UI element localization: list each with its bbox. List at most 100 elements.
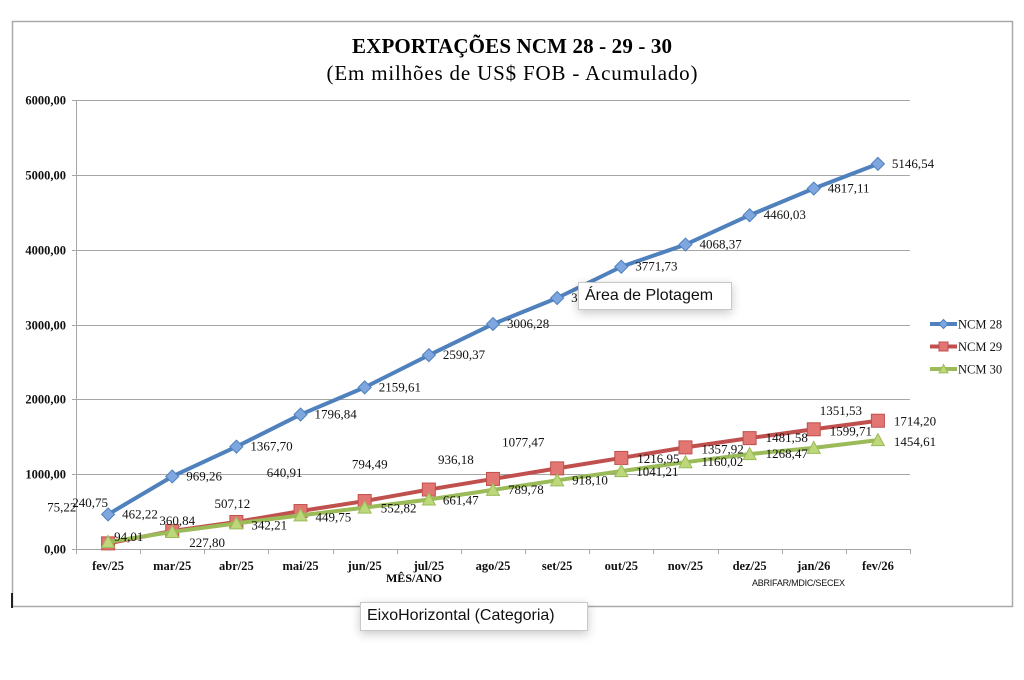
plot-series[interactable] [100, 156, 886, 551]
data-point-marker-ncm-28[interactable] [421, 347, 437, 363]
data-label-ncm-29: 640,91 [267, 465, 303, 480]
data-label-ncm-29: 240,75 [72, 495, 108, 510]
data-point-marker-ncm-30[interactable] [164, 524, 180, 538]
data-label-ncm-30: 552,82 [381, 501, 417, 516]
data-label-ncm-30: 1351,53 [820, 403, 862, 418]
x-tick-label: nov/25 [668, 559, 703, 573]
data-point-marker-ncm-28[interactable] [100, 507, 116, 522]
x-tick-label: mar/25 [153, 559, 191, 573]
data-point-marker-ncm-28[interactable] [165, 469, 180, 484]
x-tick-label: jul/25 [413, 559, 445, 573]
legend-label: NCM 28 [958, 318, 1002, 332]
data-label-ncm-30: 1160,02 [701, 454, 743, 469]
x-tick-label: abr/25 [219, 559, 254, 573]
y-tick-label: 0,00 [44, 543, 66, 557]
data-label-ncm-29: 75,22 [47, 499, 76, 514]
x-tick-label: mai/25 [282, 559, 318, 573]
data-label-ncm-29: 1714,20 [894, 414, 936, 429]
legend[interactable]: NCM 28 NCM 29 NCM 30 [930, 318, 1002, 377]
data-point-marker-ncm-30[interactable] [100, 534, 116, 548]
x-tick-label: set/25 [542, 559, 573, 573]
data-point-marker-ncm-30[interactable] [485, 482, 501, 496]
data-point-marker-ncm-28[interactable] [293, 407, 308, 422]
axes[interactable]: 0,00 1000,00 2000,00 3000,00 4000,00 5000,00 6… [25, 94, 911, 574]
data-point-marker-ncm-28[interactable] [870, 156, 886, 172]
x-tick-label: jun/25 [347, 559, 382, 573]
data-label-ncm-30: 1041,21 [636, 464, 678, 479]
data-label-ncm-28: 2159,61 [379, 379, 421, 394]
data-label-ncm-30: 227,80 [189, 535, 225, 550]
data-label-ncm-29: 1216,95 [637, 451, 679, 466]
legend-marker-icon[interactable] [938, 363, 949, 374]
data-point-marker-ncm-30[interactable] [742, 446, 757, 461]
data-point-marker-ncm-28[interactable] [614, 259, 629, 274]
x-tick-label: ago/25 [476, 559, 511, 573]
data-label-ncm-28: 4460,03 [764, 207, 806, 222]
y-tick-label: 4000,00 [25, 244, 66, 258]
data-label-ncm-28: 1367,70 [250, 439, 292, 454]
data-point-marker-ncm-30[interactable] [870, 432, 886, 447]
y-tick-label: 3000,00 [25, 319, 66, 333]
data-point-marker-ncm-30[interactable] [357, 500, 373, 514]
data-label-ncm-28: 3 [571, 290, 578, 305]
data-label-ncm-30: 918,10 [572, 472, 608, 487]
data-point-marker-ncm-30[interactable] [549, 472, 565, 487]
data-label-ncm-29: 1357,92 [701, 441, 743, 456]
data-label-ncm-30: 789,78 [508, 482, 544, 497]
legend-item-ncm-30[interactable]: NCM 30 [930, 363, 1002, 377]
data-point-marker-ncm-29[interactable] [742, 431, 757, 446]
data-point-marker-ncm-28[interactable] [806, 181, 821, 196]
data-label-ncm-29: 1481,58 [766, 430, 808, 445]
data-label-ncm-29: 360,84 [159, 513, 195, 528]
plot-area-tooltip: Área de Plotagem [578, 282, 732, 310]
data-label-ncm-30: 342,21 [251, 517, 287, 532]
x-tick-label: fev/26 [862, 559, 894, 573]
data-point-marker-ncm-28[interactable] [485, 316, 501, 332]
data-labels: 462,22 969,26 1367,70 1796,84 2159,61 2590,37… [47, 156, 936, 550]
y-tick-label: 2000,00 [25, 393, 66, 407]
data-label-ncm-29: 936,18 [438, 452, 474, 467]
data-point-marker-ncm-29[interactable] [614, 450, 629, 465]
data-label-ncm-29: 1599,71 [830, 423, 872, 438]
data-point-marker-ncm-29[interactable] [806, 422, 821, 437]
data-label-ncm-28: 5146,54 [892, 156, 935, 171]
y-tick-label: 6000,00 [25, 94, 66, 108]
data-label-ncm-28: 3771,73 [635, 259, 677, 274]
data-point-marker-ncm-30[interactable] [421, 491, 437, 506]
y-tick-label: 5000,00 [25, 169, 66, 183]
data-point-marker-ncm-28[interactable] [357, 380, 372, 395]
data-point-marker-ncm-28[interactable] [229, 439, 244, 454]
data-point-marker-ncm-29[interactable] [678, 440, 693, 455]
x-tick-label: out/25 [605, 559, 638, 573]
data-point-marker-ncm-28[interactable] [742, 208, 757, 223]
text-cursor [11, 593, 13, 608]
data-label-ncm-28: 2590,37 [443, 347, 486, 362]
data-point-marker-ncm-30[interactable] [293, 507, 308, 522]
data-label-ncm-30: 449,75 [316, 509, 352, 524]
legend-label: NCM 30 [958, 363, 1002, 377]
data-point-marker-ncm-30[interactable] [678, 454, 693, 469]
legend-label: NCM 29 [958, 340, 1002, 354]
legend-item-ncm-29[interactable]: NCM 29 [930, 340, 1002, 354]
data-point-marker-ncm-30[interactable] [613, 463, 629, 478]
chart-subtitle[interactable]: (Em milhões de US$ FOB - Acumulado) [327, 61, 698, 85]
data-label-ncm-28: 1796,84 [315, 407, 358, 422]
data-label-ncm-30: 94,01 [114, 529, 143, 544]
data-point-marker-ncm-29[interactable] [870, 413, 885, 428]
data-label-ncm-29: 794,49 [352, 457, 388, 472]
data-point-marker-ncm-28[interactable] [678, 237, 693, 252]
legend-marker-icon[interactable] [938, 318, 949, 330]
x-tick-label: dez/25 [733, 559, 767, 573]
data-point-marker-ncm-28[interactable] [549, 290, 565, 306]
y-tick-label: 1000,00 [25, 468, 66, 482]
chart-title[interactable]: EXPORTAÇÕES NCM 28 - 29 - 30 [352, 34, 672, 58]
data-label-ncm-30: 661,47 [443, 493, 479, 508]
data-point-marker-ncm-30[interactable] [229, 515, 244, 530]
legend-item-ncm-28[interactable]: NCM 28 [930, 318, 1002, 332]
x-axis-title[interactable]: MÊS/ANO [386, 571, 442, 585]
data-point-marker-ncm-30[interactable] [806, 440, 822, 454]
legend-marker-icon[interactable] [938, 341, 949, 352]
data-label-ncm-30: 1268,47 [766, 446, 809, 461]
horizontal-axis-tooltip: EixoHorizontal (Categoria) [360, 602, 588, 631]
